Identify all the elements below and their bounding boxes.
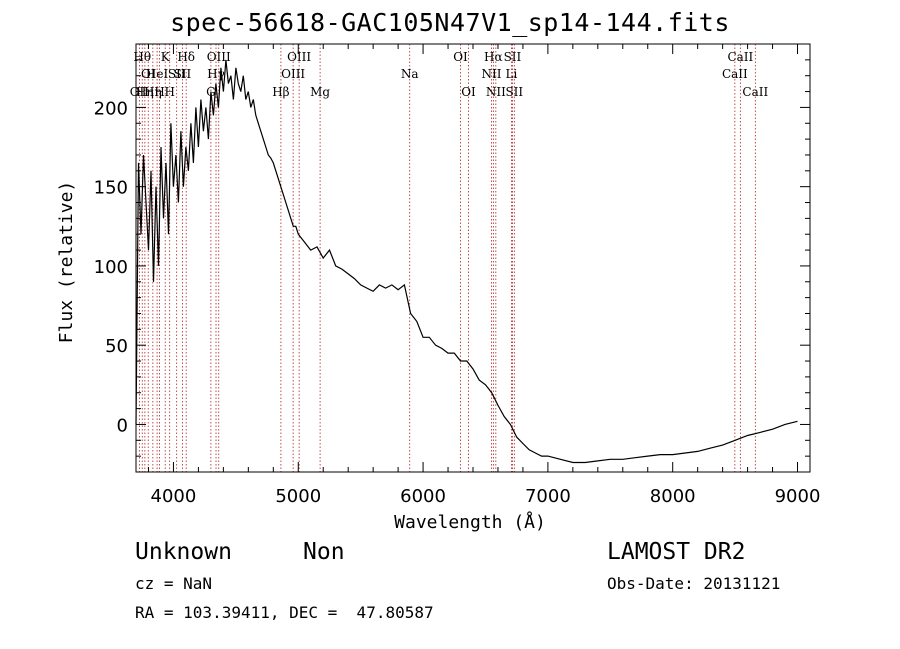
y-axis-label: Flux (relative) [56, 181, 77, 344]
line-marker-label: SII [168, 67, 186, 81]
y-tick-label: 200 [94, 98, 128, 119]
x-tick-label: 8000 [650, 486, 696, 507]
line-marker-label: OIII [281, 67, 305, 81]
line-marker-label: Hδ [177, 50, 195, 64]
line-marker-label: SII [505, 85, 523, 99]
line-marker-labels: OIIHθHηOIHηHeIHKHSIISIIHδGHγOIIIHβOIIIOI… [130, 50, 769, 99]
redshift-cz: cz = NaN [135, 574, 213, 593]
y-tick-label: 100 [94, 257, 128, 278]
line-marker-label: OIII [207, 50, 231, 64]
line-marker-label: Li [506, 67, 518, 81]
line-marker-label: H [164, 85, 174, 99]
x-tick-label: 9000 [775, 486, 821, 507]
line-marker-label: Hη [144, 85, 162, 99]
spectrum-line [135, 59, 798, 464]
line-marker-label: Na [401, 67, 419, 81]
line-marker-label: SII [504, 50, 522, 64]
line-marker-label: NII [486, 85, 506, 99]
line-marker-label: H [154, 85, 164, 99]
line-marker-label: OI [453, 50, 468, 64]
survey-name: LAMOST DR2 [607, 539, 746, 565]
line-marker-label: OI [461, 85, 476, 99]
object-subclass: Non [303, 539, 345, 565]
x-axis-label: Wavelength (Å) [394, 511, 546, 533]
x-tick-label: 5000 [275, 486, 321, 507]
line-marker-label: Hθ [133, 50, 151, 64]
x-tick-label: 6000 [400, 486, 446, 507]
line-marker-label: OIII [287, 50, 311, 64]
obs-date: Obs-Date: 20131121 [607, 574, 781, 593]
line-marker-label: CaII [742, 85, 768, 99]
line-marker-label: OI [141, 67, 156, 81]
x-tick-label: 7000 [525, 486, 571, 507]
line-marker-label: K [161, 50, 171, 64]
line-marker-label: Mg [310, 85, 330, 99]
plot-frame [135, 43, 811, 473]
line-marker-label: CaII [722, 67, 748, 81]
line-marker-label: Hβ [272, 85, 289, 99]
line-marker-label: Hη [136, 85, 154, 99]
chart-title: spec-56618-GAC105N47V1_sp14-144.fits [170, 8, 730, 37]
y-axis-ticks: 0 50 100 150 200 [94, 59, 810, 457]
object-class: Unknown [135, 539, 232, 565]
y-tick-label: 0 [117, 415, 128, 436]
y-tick-label: 50 [105, 336, 128, 357]
line-marker-label: NII [481, 67, 501, 81]
y-tick-label: 150 [94, 178, 128, 199]
ra-dec: RA = 103.39411, DEC = 47.80587 [135, 603, 434, 622]
line-marker-label: HeI [146, 67, 169, 81]
x-tick-label: 4000 [151, 486, 197, 507]
x-axis-ticks: 4000 5000 6000 7000 8000 9000 [147, 44, 821, 507]
line-marker-label: SII [174, 67, 192, 81]
line-marker-label: Hα [484, 50, 503, 64]
line-marker-label: CaII [727, 50, 753, 64]
line-markers [138, 44, 756, 472]
